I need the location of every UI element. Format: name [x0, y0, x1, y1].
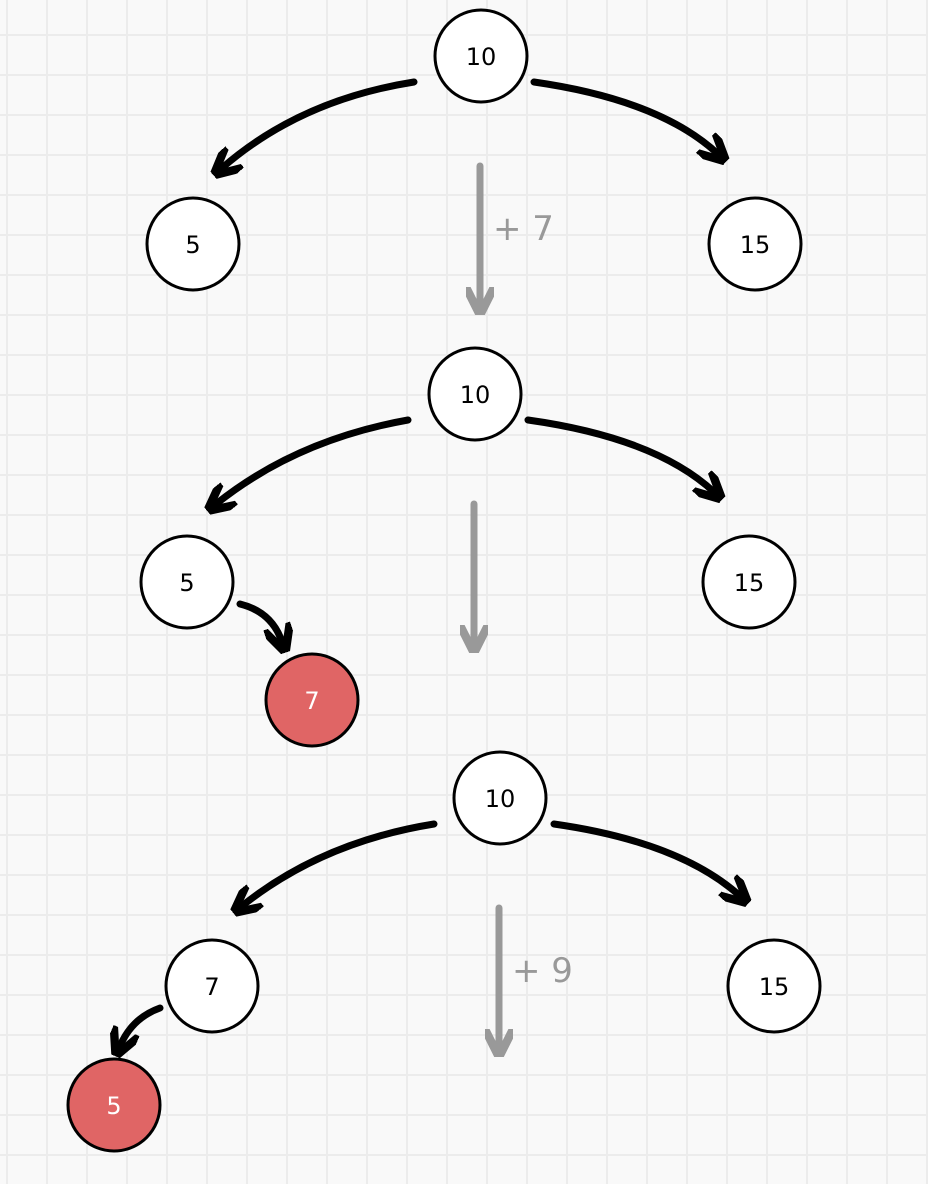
- tree-2-new-node: 7: [264, 652, 360, 748]
- tree-2: 10 5 15 7: [139, 346, 797, 748]
- tree-2-root-node: 10: [427, 346, 523, 442]
- tree-3-root-node: 10: [452, 750, 548, 846]
- tree-1-right-label: 15: [740, 231, 771, 259]
- tree-3-edge-left: [242, 820, 438, 906]
- tree-3-right-node: 15: [726, 938, 822, 1034]
- tree-1-root-label: 10: [466, 43, 497, 71]
- step-3: + 9: [499, 904, 573, 1046]
- tree-2-left-node: 5: [139, 534, 235, 630]
- step-1: + 7: [480, 162, 554, 304]
- tree-2-edge-right: [524, 416, 714, 492]
- tree-3-edge-right: [550, 820, 740, 896]
- tree-3-edge-new: [120, 1004, 164, 1046]
- step-1-label: + 7: [493, 209, 554, 249]
- tree-3-new-label: 5: [106, 1092, 121, 1120]
- tree-1-left-node: 5: [145, 196, 241, 292]
- tree-1-left-label: 5: [185, 231, 200, 259]
- tree-2-root-label: 10: [460, 381, 491, 409]
- step-3-label: + 9: [512, 951, 573, 991]
- tree-3-left-node: 7: [164, 938, 260, 1034]
- tree-2-right-label: 15: [734, 569, 765, 597]
- tree-1: 10 5 15: [145, 8, 803, 292]
- tree-1-edge-right: [530, 78, 718, 154]
- tree-1-root-node: 10: [433, 8, 529, 104]
- tree-3-new-node: 5: [66, 1057, 162, 1153]
- tree-2-right-node: 15: [701, 534, 797, 630]
- tree-2-edge-new: [236, 600, 282, 642]
- tree-3-root-label: 10: [485, 785, 516, 813]
- tree-2-left-label: 5: [179, 569, 194, 597]
- tree-2-new-label: 7: [304, 687, 319, 715]
- tree-2-edge-left: [216, 416, 412, 504]
- tree-3-right-label: 15: [759, 973, 790, 1001]
- tree-1-edge-left: [222, 78, 418, 168]
- tree-3: 10 7 15 5: [66, 750, 822, 1153]
- tree-3-left-label: 7: [204, 973, 219, 1001]
- tree-1-right-node: 15: [707, 196, 803, 292]
